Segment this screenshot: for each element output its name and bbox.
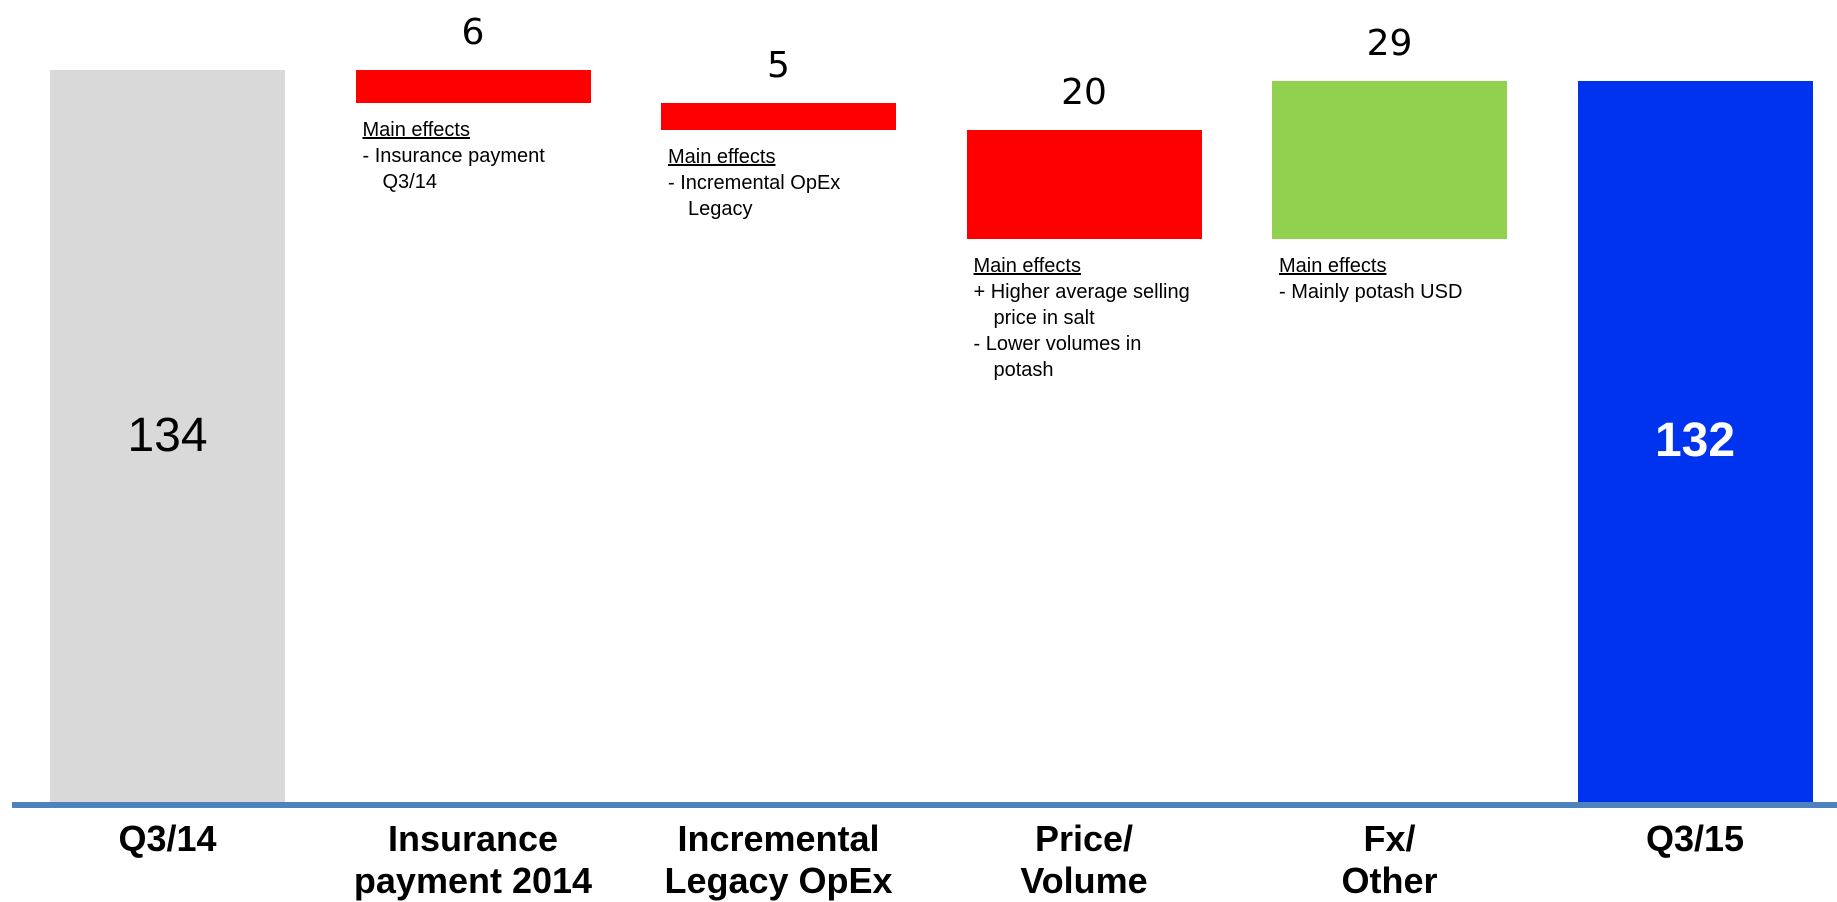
category-label-line: Price/ xyxy=(1034,818,1134,859)
annotation-2: Main effects - Incremental OpEx Legacy xyxy=(668,144,898,222)
annotation-3: Main effects + Higher average selling pri… xyxy=(974,253,1204,383)
bar-3 xyxy=(966,130,1202,240)
annotation-line: - Incremental OpEx Legacy xyxy=(668,172,841,221)
category-label-line: Q3/15 xyxy=(1645,818,1745,859)
category-label-4: Fx/Other xyxy=(1240,818,1540,902)
bar-5 xyxy=(1577,80,1813,802)
annotation-line: - Lower volumes in potash xyxy=(973,333,1142,382)
annotation-line: - Insurance payment Q3/14 xyxy=(362,144,545,193)
annotation-heading: Main effects xyxy=(1279,255,1387,278)
category-label-line: payment 2014 xyxy=(353,860,593,901)
category-label-line: Legacy OpEx xyxy=(664,860,893,901)
data-label-0: 134 xyxy=(127,409,208,462)
x-axis-line xyxy=(12,802,1837,808)
annotation-line: + Higher average selling price in salt xyxy=(973,281,1190,330)
annotation-4: Main effects - Mainly potash USD xyxy=(1279,253,1509,305)
bar-2 xyxy=(661,102,896,131)
category-label-line: Other xyxy=(1341,860,1438,901)
category-label-0: Q3/14 xyxy=(18,818,318,860)
category-label-3: Price/Volume xyxy=(934,818,1234,902)
category-label-line: Fx/ xyxy=(1363,818,1416,859)
category-label-line: Insurance xyxy=(387,818,559,859)
bar-4 xyxy=(1272,80,1507,240)
category-label-line: Incremental xyxy=(677,818,880,859)
data-label-1: 6 xyxy=(461,12,485,53)
annotation-heading: Main effects xyxy=(973,255,1081,278)
data-label-3: 20 xyxy=(1061,72,1107,114)
data-label-2: 5 xyxy=(767,44,790,86)
annotation-line: - Mainly potash USD xyxy=(1279,281,1463,304)
bar-0 xyxy=(50,70,285,802)
annotation-1: Main effects - Insurance payment Q3/14 xyxy=(363,117,593,195)
category-label-line: Volume xyxy=(1020,860,1148,901)
category-label-1: Insurance payment 2014 xyxy=(323,818,623,902)
bar-1 xyxy=(355,70,591,103)
data-label-5: 132 xyxy=(1654,414,1736,468)
category-label-5: Q3/15 xyxy=(1545,818,1837,860)
data-label-4: 29 xyxy=(1366,22,1413,64)
category-label-2: Incremental Legacy OpEx xyxy=(629,818,929,902)
annotation-heading: Main effects xyxy=(668,146,776,169)
category-label-line: Q3/14 xyxy=(118,818,217,859)
annotation-heading: Main effects xyxy=(362,118,470,141)
